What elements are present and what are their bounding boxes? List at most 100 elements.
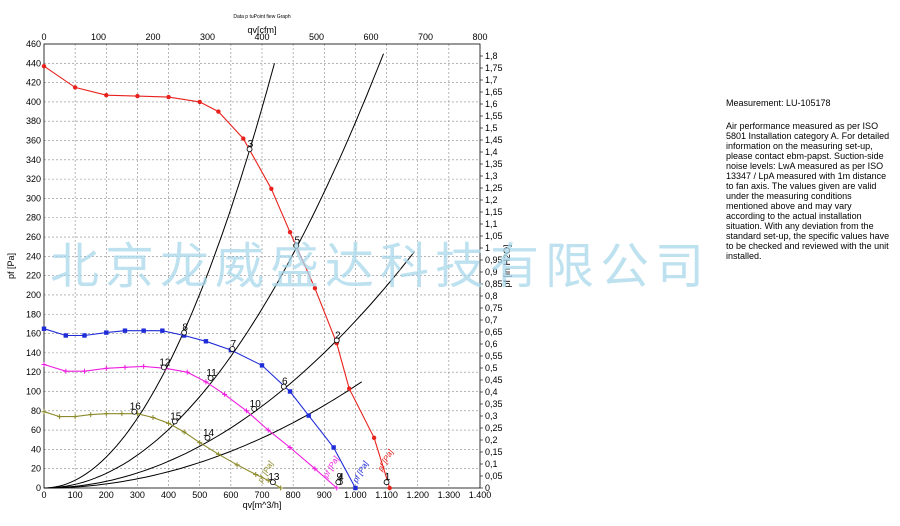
data-point <box>371 435 377 441</box>
data-point <box>278 485 284 491</box>
fan-curves: pf [Pa]pf [Pa]pf [Pa]pf [Pa] <box>41 63 396 491</box>
operating-point-label: 8 <box>182 323 188 334</box>
y-tick-label: 380 <box>26 116 41 126</box>
y2-tick-label: 1,35 <box>485 159 503 169</box>
y2-tick-label: 0,55 <box>485 351 503 361</box>
x2-tick-label: 700 <box>418 32 433 42</box>
y-tick-label: 240 <box>26 251 41 261</box>
data-point <box>243 408 249 414</box>
y-tick-label: 340 <box>26 155 41 165</box>
system-curve-2 <box>43 53 384 489</box>
curve-tag-label: pf [Pa] <box>350 459 370 485</box>
x2-tick-label: 100 <box>91 32 106 42</box>
operating-point-label: 1 <box>385 472 391 483</box>
y2-tick-label: 0,25 <box>485 423 503 433</box>
x2-tick-label: 500 <box>309 32 324 42</box>
operating-point-label: 7 <box>231 339 237 350</box>
x-tick-label: 700 <box>254 490 269 500</box>
operating-point-marker <box>160 364 167 371</box>
y2-tick-label: 0,95 <box>485 255 503 265</box>
operating-point-marker <box>383 479 390 486</box>
grid <box>44 44 480 488</box>
data-point <box>334 485 340 491</box>
y2-tick-label: 0,85 <box>485 279 503 289</box>
y2-tick-label: 0,35 <box>485 399 503 409</box>
data-point <box>347 386 352 391</box>
y2-tick-label: 1,4 <box>485 147 498 157</box>
x-tick-label: 900 <box>317 490 332 500</box>
x-tick-label: 200 <box>99 490 114 500</box>
x-tick-label: 1.100 <box>375 490 398 500</box>
operating-point-marker <box>229 346 236 352</box>
operating-point-label: 10 <box>250 399 262 410</box>
x-tick-label: 500 <box>192 490 207 500</box>
data-point <box>72 414 78 420</box>
x2-tick-label: 600 <box>363 32 378 42</box>
y2-tick-label: 0,45 <box>485 375 503 385</box>
y2-tick-label: 0,65 <box>485 327 503 337</box>
y-tick-label: 300 <box>26 193 41 203</box>
operating-point-marker <box>269 479 276 486</box>
x-tick-label: 300 <box>130 490 145 500</box>
data-point <box>222 391 228 397</box>
operating-point-label: 9 <box>337 472 343 483</box>
data-point <box>41 63 47 69</box>
operating-point-label: 5 <box>294 236 300 247</box>
data-point <box>265 477 271 483</box>
y2-tick-label: 0,6 <box>485 339 498 349</box>
data-point <box>287 444 293 450</box>
data-point <box>215 451 221 457</box>
data-point <box>203 379 209 385</box>
data-point <box>122 364 128 370</box>
y2-tick-label: 1 <box>485 243 490 253</box>
data-point <box>216 109 221 114</box>
fan-curve-4 <box>41 409 284 491</box>
data-point <box>103 411 109 417</box>
operating-point-label: 15 <box>170 411 182 422</box>
data-point <box>184 369 190 375</box>
x-axis-title: qv[m^3/h] <box>243 500 282 510</box>
y-tick-label: 40 <box>31 444 41 454</box>
operating-point-labels: 3 5 2 1 8 7 6 4 12 11 10 9 16 15 14 13 <box>130 139 391 486</box>
y-tick-label: 460 <box>26 39 41 49</box>
operating-point-label: 13 <box>268 472 280 483</box>
y-tick-label: 20 <box>31 464 41 474</box>
y2-tick-label: 1,25 <box>485 183 503 193</box>
y-tick-label: 360 <box>26 136 41 146</box>
y-tick-label: 120 <box>26 367 41 377</box>
data-point <box>166 420 172 426</box>
data-point <box>265 427 271 433</box>
fan-curve-3 <box>41 361 340 491</box>
data-point <box>241 136 246 141</box>
y2-tick-label: 1,3 <box>485 171 498 181</box>
y-tick-label: 180 <box>26 309 41 319</box>
x-tick-label: 1.400 <box>469 490 492 500</box>
x-tick-label: 1.300 <box>438 490 461 500</box>
data-point <box>41 361 47 367</box>
y-tick-label: 60 <box>31 425 41 435</box>
fan-curve-1 <box>41 63 392 491</box>
operating-point-marker <box>280 383 287 390</box>
y-axis-title: pf [Pa] <box>6 253 16 279</box>
data-point <box>166 94 171 100</box>
y2-tick-label: 0,2 <box>485 435 498 445</box>
y-tick-label: 260 <box>26 232 41 242</box>
data-point <box>287 389 293 394</box>
y2-tick-label: 1,6 <box>485 99 498 109</box>
operating-point-marker <box>204 434 211 441</box>
y-tick-label: 400 <box>26 97 41 107</box>
measurement-title: Measurement: LU-105178 <box>726 98 831 108</box>
data-point <box>72 85 78 90</box>
fan-performance-chart: Data p tuPoint fiew Graph 0 100 200 300 400 5… <box>6 14 512 510</box>
fan-curve-line <box>43 65 391 489</box>
operating-point-marker <box>171 418 178 425</box>
x2-tick-label: 400 <box>254 32 269 42</box>
data-point <box>41 326 47 331</box>
data-point <box>57 414 63 420</box>
y2-tick-label: 0,9 <box>485 267 498 277</box>
y-tick-label: 140 <box>26 348 41 358</box>
data-point <box>150 415 156 421</box>
x-tick-label: 0 <box>41 490 46 500</box>
y-tick-label: 0 <box>36 483 41 493</box>
y-tick-label: 220 <box>26 271 41 281</box>
